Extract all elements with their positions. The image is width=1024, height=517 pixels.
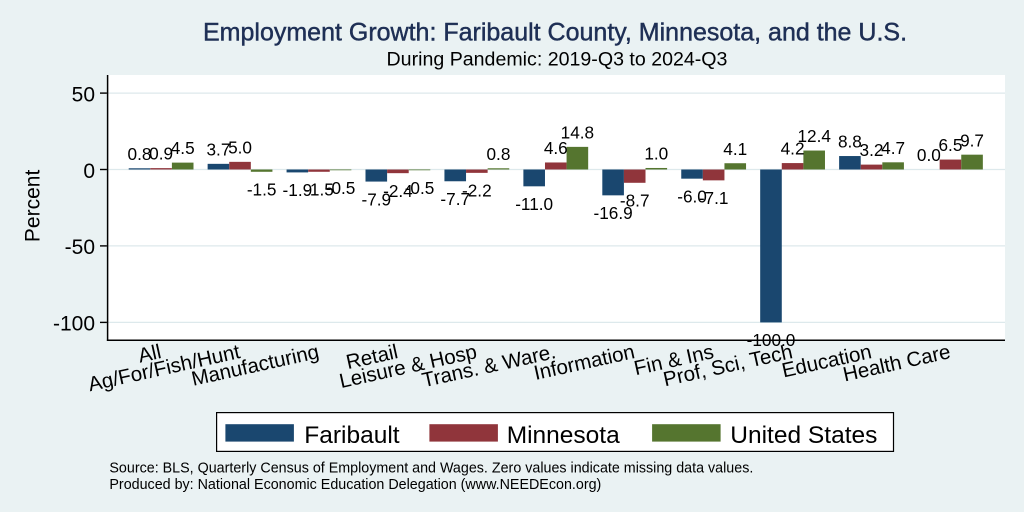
svg-text:3.7: 3.7: [206, 139, 230, 159]
svg-text:-1.9: -1.9: [283, 180, 313, 200]
svg-text:Source: BLS, Quarterly Census: Source: BLS, Quarterly Census of Employm…: [109, 461, 753, 477]
svg-text:-6.0: -6.0: [677, 186, 707, 206]
svg-text:0: 0: [83, 160, 95, 183]
svg-text:4.2: 4.2: [781, 139, 805, 159]
svg-text:1.0: 1.0: [644, 144, 668, 164]
svg-text:12.4: 12.4: [797, 126, 831, 146]
svg-text:-50: -50: [65, 236, 95, 259]
svg-text:14.8: 14.8: [561, 122, 594, 142]
svg-text:-16.9: -16.9: [594, 203, 633, 223]
svg-text:-11.0: -11.0: [515, 194, 553, 214]
svg-text:Employment Growth: Faribault C: Employment Growth: Faribault County, Min…: [203, 19, 907, 47]
svg-text:United States: United States: [730, 422, 877, 449]
svg-text:8.8: 8.8: [838, 132, 862, 152]
svg-text:All: All: [136, 340, 163, 367]
svg-text:-7.1: -7.1: [699, 188, 729, 208]
svg-text:Percent: Percent: [22, 170, 45, 243]
svg-text:0.0: 0.0: [917, 145, 941, 165]
svg-text:0.8: 0.8: [128, 144, 152, 164]
svg-text:-0.5: -0.5: [326, 178, 356, 198]
svg-text:-2.4: -2.4: [383, 181, 413, 201]
svg-text:Faribault: Faribault: [304, 422, 400, 449]
svg-text:-0.5: -0.5: [405, 178, 435, 198]
svg-text:-8.7: -8.7: [620, 191, 650, 211]
svg-text:6.5: 6.5: [938, 135, 962, 155]
svg-text:50: 50: [72, 83, 95, 106]
svg-text:4.6: 4.6: [544, 138, 568, 158]
svg-text:3.2: 3.2: [860, 140, 884, 160]
svg-text:9.7: 9.7: [960, 130, 984, 150]
svg-text:-1.5: -1.5: [247, 179, 277, 199]
svg-text:-2.2: -2.2: [462, 181, 492, 201]
svg-text:During Pandemic: 2019-Q3 to 20: During Pandemic: 2019-Q3 to 2024-Q3: [387, 49, 728, 71]
svg-text:-7.7: -7.7: [440, 189, 470, 209]
svg-text:4.5: 4.5: [171, 138, 195, 158]
svg-text:-100: -100: [53, 313, 95, 336]
svg-text:5.0: 5.0: [228, 137, 252, 157]
svg-text:4.1: 4.1: [723, 139, 747, 159]
svg-text:Produced by: National Economic: Produced by: National Economic Education…: [109, 477, 601, 493]
svg-text:-7.9: -7.9: [361, 189, 391, 209]
svg-text:0.8: 0.8: [486, 144, 510, 164]
svg-text:-1.5: -1.5: [304, 179, 334, 199]
svg-text:4.7: 4.7: [881, 138, 905, 158]
svg-text:0.9: 0.9: [149, 144, 173, 164]
svg-text:Minnesota: Minnesota: [507, 422, 620, 449]
